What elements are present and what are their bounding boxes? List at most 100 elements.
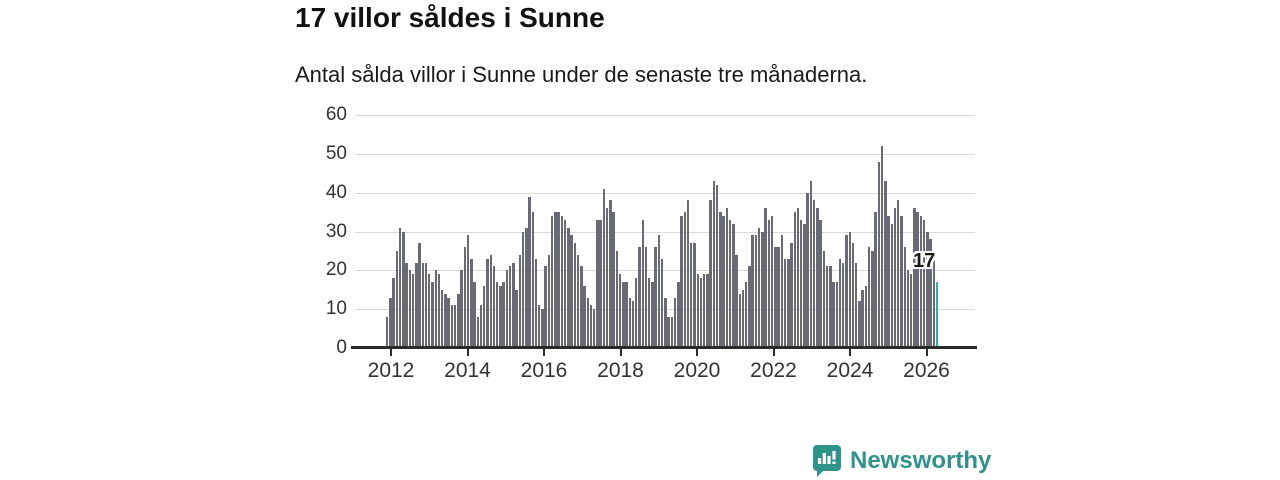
bar xyxy=(495,281,499,348)
bar xyxy=(686,200,690,348)
bar xyxy=(699,278,703,348)
bar xyxy=(932,254,936,348)
bar xyxy=(605,208,609,348)
bar xyxy=(702,274,706,348)
bar xyxy=(505,270,509,348)
bar xyxy=(696,274,699,348)
bar xyxy=(593,309,596,348)
gridline xyxy=(355,153,975,155)
bar xyxy=(534,258,538,348)
bars xyxy=(386,115,939,348)
bar xyxy=(909,274,913,348)
bar xyxy=(473,281,476,348)
gridline xyxy=(355,192,975,194)
bar-chart: 0 10 20 30 40 50 60 2012 2014 2016 2018 2020 2022 20… xyxy=(326,104,977,382)
bar xyxy=(728,219,732,348)
bar xyxy=(806,192,809,348)
bar xyxy=(563,219,567,348)
bar xyxy=(612,212,615,348)
bar xyxy=(647,278,651,348)
page-title: 17 villor såldes i Sunne xyxy=(295,2,605,33)
bar xyxy=(476,316,479,348)
bar xyxy=(864,285,868,348)
bar xyxy=(712,181,716,348)
bar xyxy=(625,281,628,348)
bar xyxy=(735,254,738,348)
newsworthy-logo-icon xyxy=(813,445,841,477)
x-tick-label: 2014 xyxy=(444,359,491,382)
bar xyxy=(395,250,399,348)
bar xyxy=(538,305,541,348)
bar xyxy=(861,289,864,348)
bar xyxy=(547,254,551,348)
bar xyxy=(583,285,586,348)
bar xyxy=(641,219,644,348)
bar xyxy=(389,297,392,348)
bar xyxy=(835,281,839,348)
bar xyxy=(460,270,463,348)
bar xyxy=(919,215,923,348)
bar xyxy=(518,254,522,348)
x-tick xyxy=(543,348,545,356)
bar xyxy=(922,219,926,348)
bar xyxy=(867,247,871,348)
bar xyxy=(402,231,405,348)
bar xyxy=(819,219,822,348)
bar xyxy=(809,181,813,348)
bar xyxy=(654,247,657,348)
bar xyxy=(508,266,512,348)
bar xyxy=(800,219,803,348)
bar xyxy=(825,266,829,348)
bar xyxy=(602,188,606,348)
bar xyxy=(528,196,531,348)
bar xyxy=(751,235,754,348)
bar xyxy=(431,281,434,348)
bar xyxy=(450,305,454,348)
gridline xyxy=(355,115,975,116)
x-axis-line xyxy=(351,346,977,349)
bar xyxy=(392,278,395,348)
page-subtitle: Antal sålda villor i Sunne under de sena… xyxy=(295,62,868,87)
bar xyxy=(816,208,819,348)
bar xyxy=(774,247,777,348)
last-value-label: 17 xyxy=(913,250,936,272)
x-tick xyxy=(925,348,928,356)
bar xyxy=(884,181,887,348)
bar xyxy=(926,231,929,348)
bar xyxy=(745,281,748,348)
bar xyxy=(457,293,460,348)
bar xyxy=(580,266,583,348)
bar xyxy=(386,316,389,348)
bar xyxy=(680,215,683,348)
bar xyxy=(777,247,780,348)
bar xyxy=(719,212,722,348)
bar xyxy=(767,219,771,348)
bar xyxy=(929,239,932,348)
bar xyxy=(618,274,622,348)
bar xyxy=(738,293,741,348)
bar xyxy=(693,243,696,348)
bar xyxy=(466,235,470,348)
bar xyxy=(589,305,593,348)
x-tick-label: 2024 xyxy=(826,359,874,382)
x-tick xyxy=(466,348,469,356)
bar xyxy=(596,219,599,348)
bar xyxy=(803,223,806,348)
bar xyxy=(424,262,428,348)
bar xyxy=(829,266,832,348)
y-tick-label: 30 xyxy=(325,220,347,242)
bar xyxy=(900,215,903,348)
y-tick-label: 20 xyxy=(325,259,347,281)
bar xyxy=(609,200,612,348)
bar xyxy=(725,208,729,348)
bar xyxy=(874,212,877,348)
bar xyxy=(790,243,793,348)
bar xyxy=(599,219,602,348)
bar xyxy=(463,247,467,348)
gridline xyxy=(355,231,975,233)
bar xyxy=(521,231,525,348)
bar xyxy=(554,212,557,348)
bar xyxy=(890,223,893,348)
bar xyxy=(440,289,444,348)
bar xyxy=(906,270,910,348)
